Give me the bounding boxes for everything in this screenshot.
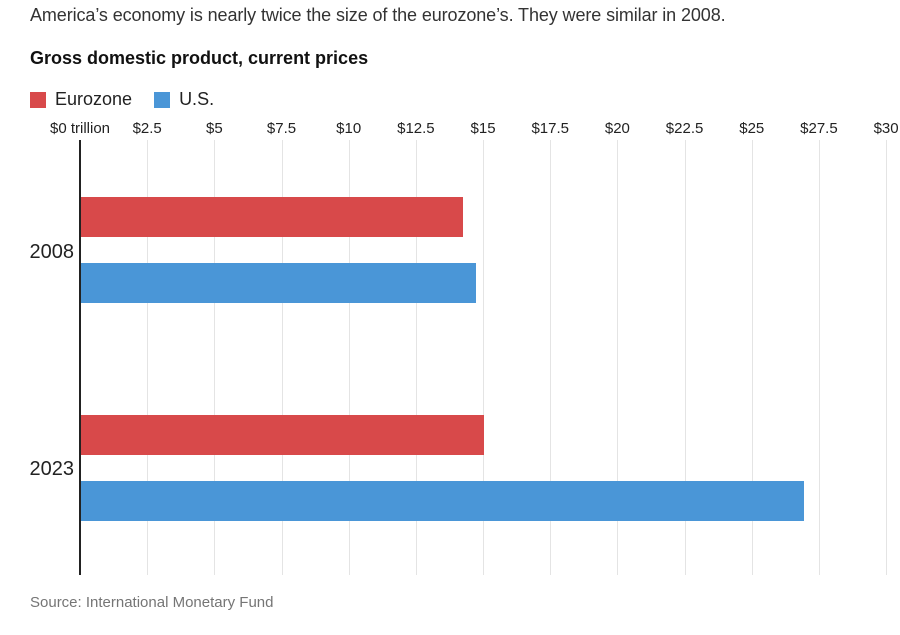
gridline <box>214 140 216 575</box>
gridline <box>147 140 149 575</box>
x-tick-label: $17.5 <box>531 120 569 137</box>
x-tick-label: $22.5 <box>665 120 704 137</box>
chart-legend: Eurozone U.S. <box>30 89 214 110</box>
x-tick-label: $27.5 <box>800 120 838 137</box>
source-note: Source: International Monetary Fund <box>30 594 274 611</box>
gridline <box>617 140 619 575</box>
eurozone-legend-swatch <box>30 91 46 108</box>
chart-headline: America’s economy is nearly twice the si… <box>30 5 726 25</box>
legend-item-eurozone: Eurozone <box>30 89 132 110</box>
x-tick-label: $30 <box>873 120 899 137</box>
gridline <box>684 140 686 575</box>
bar-2008-eurozone <box>81 197 463 237</box>
x-tick-label: $25 <box>739 120 765 137</box>
gridline <box>281 140 283 575</box>
category-label-2008: 2008 <box>29 240 75 263</box>
x-tick-label: $5 <box>206 120 223 137</box>
x-tick-label: $12.5 <box>397 120 435 137</box>
us-legend-label: U.S. <box>179 89 215 109</box>
bar-2023-eurozone <box>81 414 485 455</box>
x-tick-label: $2.5 <box>132 120 162 137</box>
gridline <box>751 140 753 575</box>
bar-2023-us <box>81 480 804 521</box>
gridline <box>886 140 888 575</box>
y-axis-line <box>79 140 81 575</box>
x-tick-label: $7.5 <box>266 120 297 137</box>
gridline <box>348 140 350 575</box>
legend-item-us: U.S. <box>154 89 214 110</box>
gridline <box>483 140 485 575</box>
bar-2008-us <box>81 263 476 303</box>
gridline <box>818 140 820 575</box>
chart-subtitle: Gross domestic product, current prices <box>30 48 369 68</box>
x-tick-label: $10 <box>336 120 362 137</box>
gridline <box>550 140 552 575</box>
x-tick-label: $15 <box>470 120 496 137</box>
x-tick-label: $20 <box>604 120 630 137</box>
gridline <box>415 140 417 575</box>
us-legend-swatch <box>154 91 171 108</box>
eurozone-legend-label: Eurozone <box>55 89 133 109</box>
category-label-2023: 2023 <box>29 458 75 480</box>
x-tick-label: $0 trillion <box>49 120 111 137</box>
